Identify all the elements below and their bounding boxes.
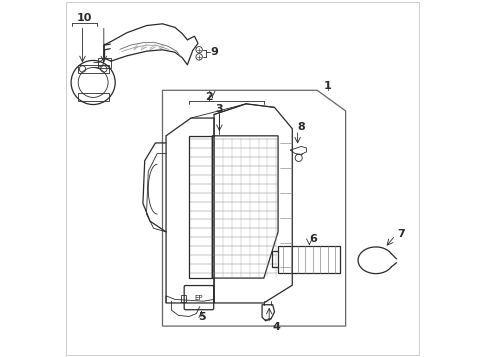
Text: 10: 10 (76, 14, 92, 24)
Bar (78, 93, 109, 101)
Text: 2: 2 (204, 92, 212, 102)
Text: EP: EP (194, 295, 203, 301)
Text: 6: 6 (309, 234, 317, 244)
Text: 3: 3 (215, 104, 223, 114)
Text: 5: 5 (197, 312, 205, 322)
Bar (78, 65, 109, 73)
Text: 9: 9 (210, 47, 217, 57)
Text: 4: 4 (272, 322, 280, 332)
Text: 8: 8 (297, 122, 304, 132)
Text: 7: 7 (396, 228, 404, 238)
Text: 1: 1 (323, 81, 331, 91)
